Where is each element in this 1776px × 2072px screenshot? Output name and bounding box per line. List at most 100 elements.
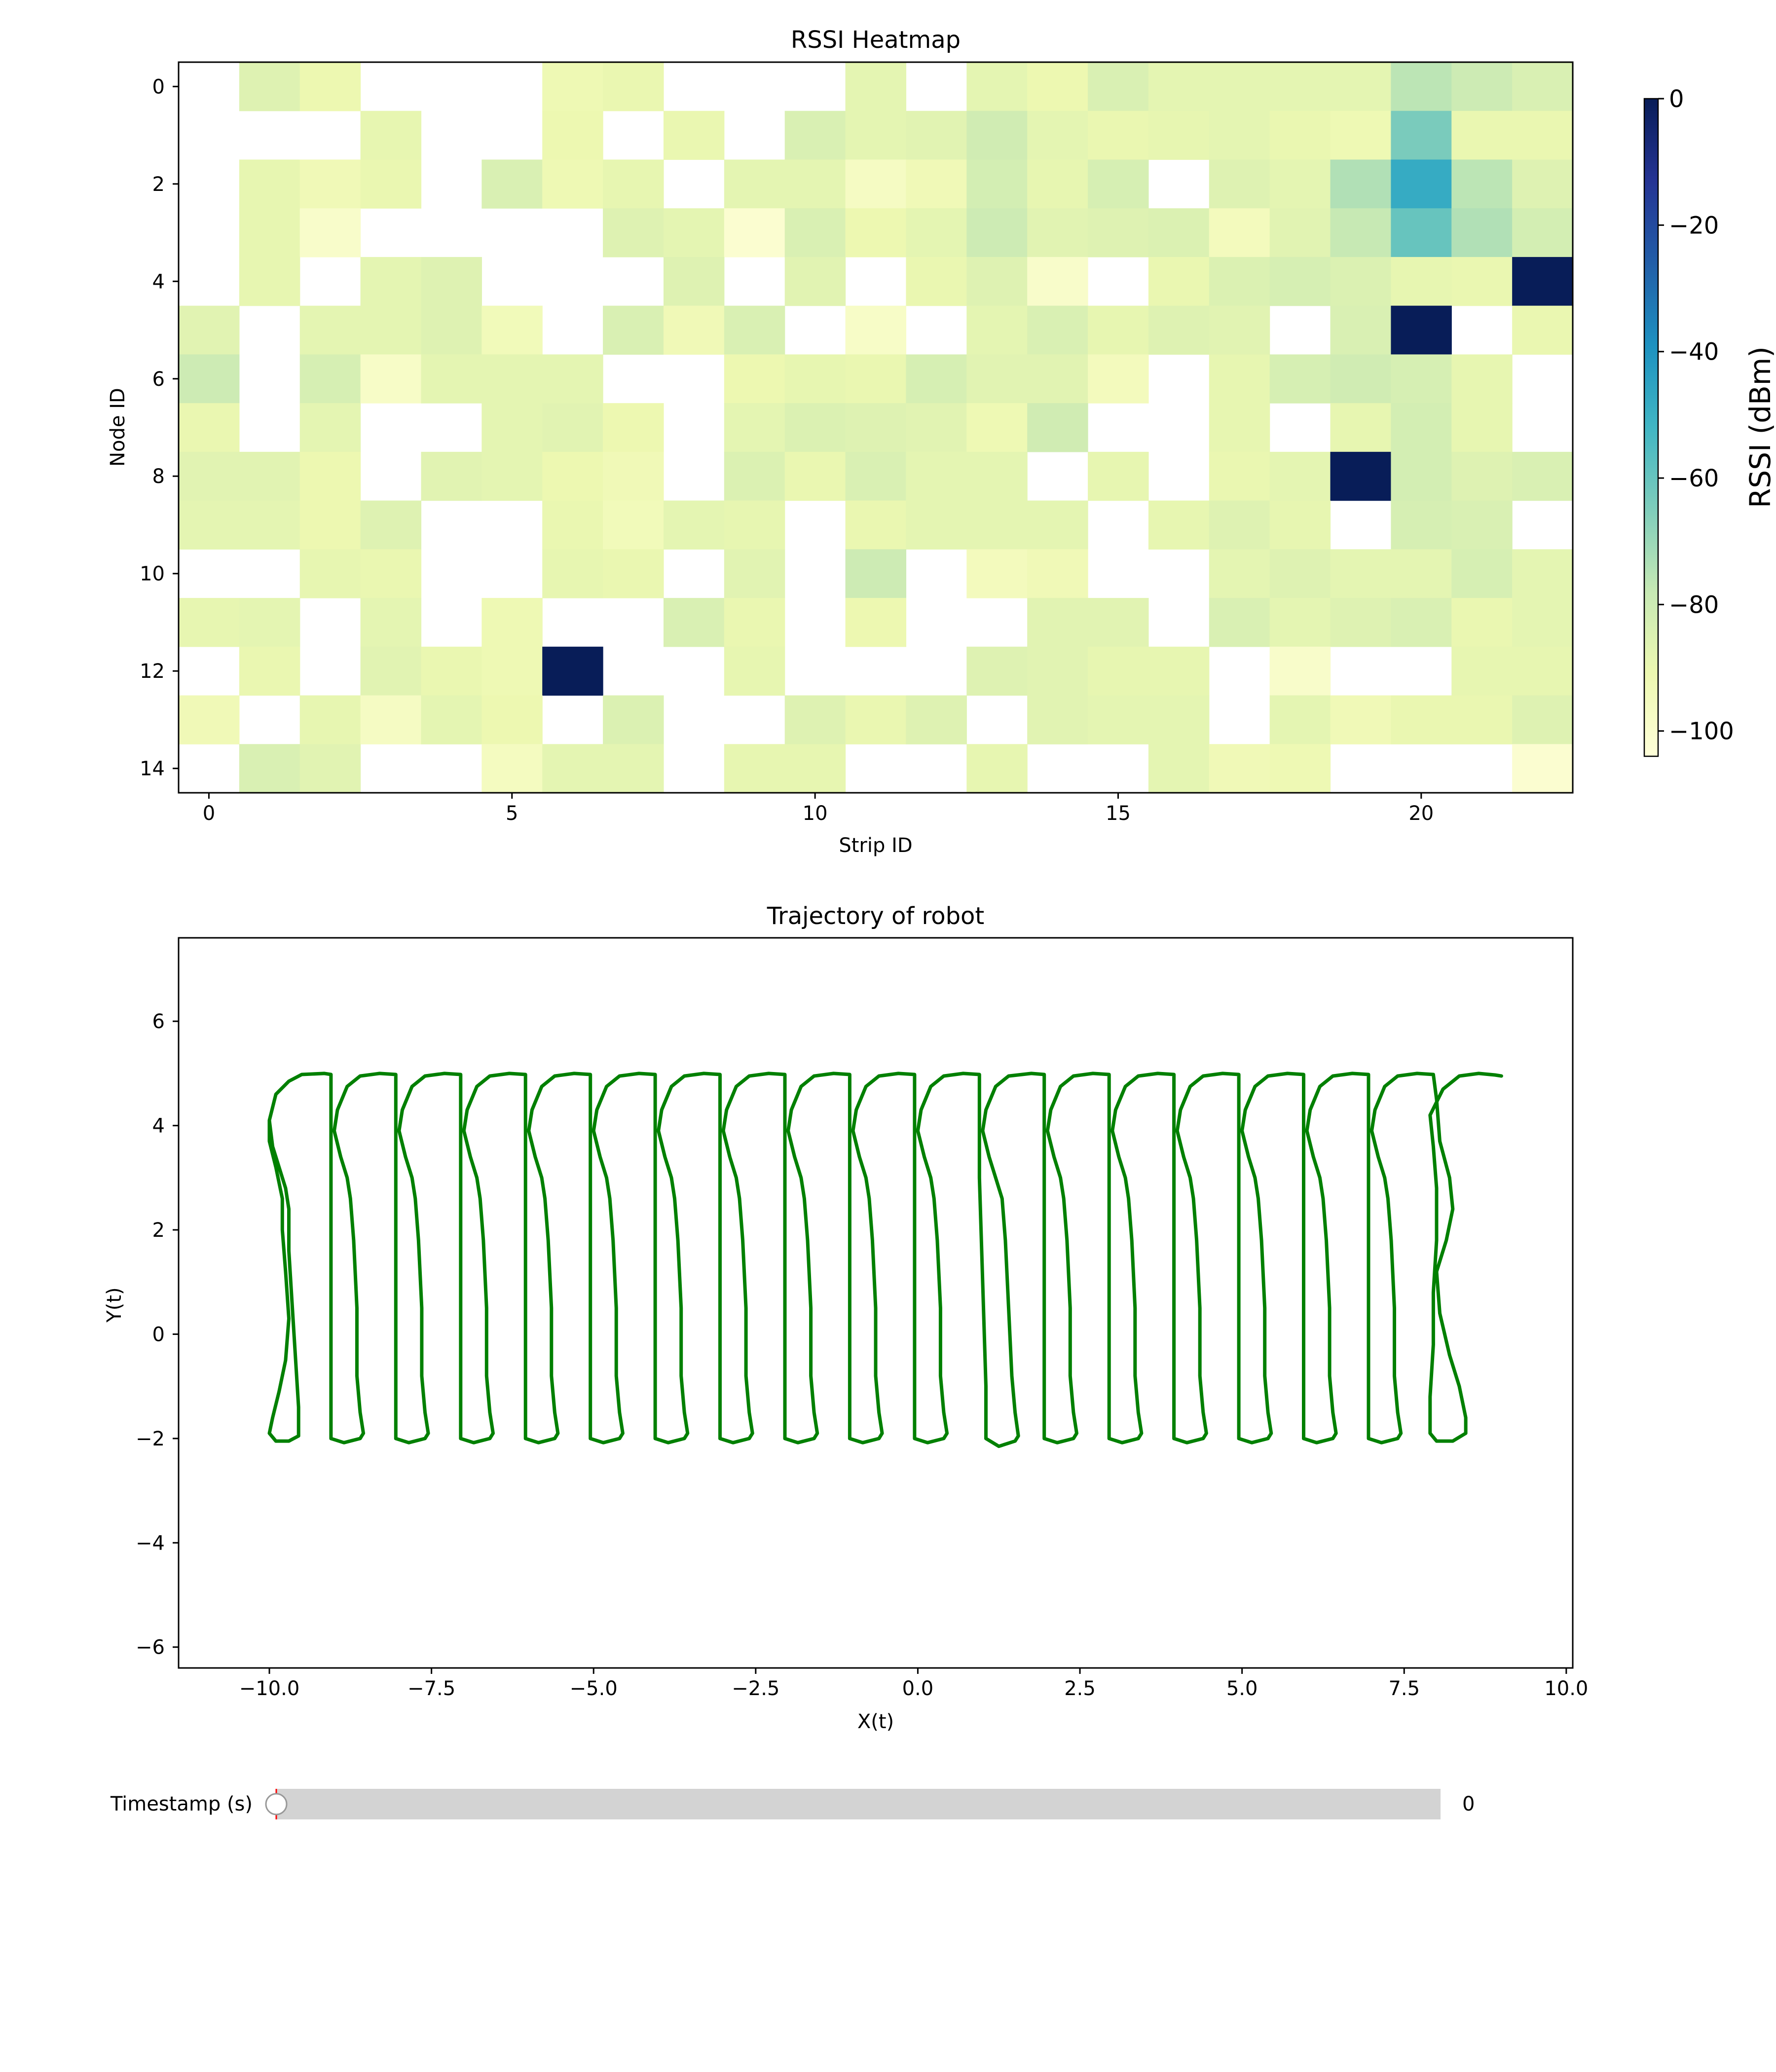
heatmap-cell bbox=[481, 354, 543, 404]
heatmap-cell bbox=[1451, 257, 1513, 306]
trajectory-y-tick-label: −2 bbox=[136, 1428, 165, 1450]
heatmap-cell bbox=[906, 403, 967, 452]
heatmap-cell bbox=[1512, 744, 1573, 793]
heatmap-cell bbox=[360, 111, 422, 160]
trajectory-x-tick-label: 5.0 bbox=[1226, 1677, 1258, 1700]
heatmap-cell bbox=[1088, 305, 1149, 355]
heatmap-cell bbox=[239, 159, 300, 209]
heatmap-cell bbox=[1027, 111, 1088, 160]
heatmap-cell bbox=[1391, 159, 1452, 209]
colorbar-label: RSSI (dBm) bbox=[1743, 346, 1776, 508]
heatmap-cell bbox=[179, 305, 240, 355]
heatmap-cell bbox=[603, 403, 664, 452]
heatmap-cell bbox=[421, 646, 482, 696]
timestamp-slider-track[interactable] bbox=[276, 1789, 1441, 1819]
heatmap-cell bbox=[1330, 159, 1391, 209]
heatmap-cell bbox=[1148, 646, 1210, 696]
heatmap-cell bbox=[1148, 257, 1210, 306]
heatmap-cell bbox=[603, 500, 664, 550]
heatmap-cell bbox=[1391, 111, 1452, 160]
heatmap-cell bbox=[1391, 695, 1452, 744]
heatmap-y-tick-label: 8 bbox=[152, 465, 165, 488]
heatmap-cell bbox=[724, 208, 785, 258]
heatmap-cell bbox=[1209, 62, 1270, 111]
heatmap-cell bbox=[481, 744, 543, 793]
heatmap-cell bbox=[724, 451, 785, 501]
heatmap-y-tick-label: 2 bbox=[152, 173, 165, 196]
heatmap-cell bbox=[1209, 257, 1270, 306]
heatmap-cell bbox=[179, 451, 240, 501]
heatmap-cell bbox=[1512, 451, 1573, 501]
heatmap-cell bbox=[1512, 208, 1573, 258]
heatmap-cell bbox=[724, 598, 785, 647]
heatmap-cell bbox=[1512, 159, 1573, 209]
heatmap-cell bbox=[360, 354, 422, 404]
heatmap-cell bbox=[1391, 208, 1452, 258]
heatmap-cell bbox=[966, 646, 1028, 696]
timestamp-slider-handle[interactable] bbox=[265, 1793, 288, 1815]
heatmap-cell bbox=[1451, 208, 1513, 258]
heatmap-cell bbox=[1027, 208, 1088, 258]
trajectory-x-tick-label: −2.5 bbox=[732, 1677, 779, 1700]
colorbar-tick-label: −40 bbox=[1669, 338, 1719, 366]
heatmap-cell bbox=[481, 695, 543, 744]
heatmap-cell bbox=[542, 451, 603, 501]
heatmap-cell bbox=[1209, 451, 1270, 501]
heatmap-cell bbox=[845, 451, 907, 501]
colorbar-tick-label: −80 bbox=[1669, 591, 1719, 619]
heatmap-x-tick-label: 5 bbox=[506, 802, 518, 825]
heatmap-cell bbox=[1269, 159, 1331, 209]
heatmap-cell bbox=[603, 305, 664, 355]
heatmap-cell bbox=[1269, 500, 1331, 550]
heatmap-cell bbox=[845, 62, 907, 111]
heatmap-cell bbox=[1451, 646, 1513, 696]
heatmap-cell bbox=[1330, 111, 1391, 160]
heatmap-cell bbox=[1451, 695, 1513, 744]
heatmap-cell bbox=[906, 159, 967, 209]
heatmap-cell bbox=[784, 208, 846, 258]
heatmap-cell bbox=[1330, 549, 1391, 598]
colorbar-tick-label: −60 bbox=[1669, 465, 1719, 492]
heatmap-cell bbox=[966, 111, 1028, 160]
heatmap-cell bbox=[1391, 354, 1452, 404]
heatmap-cell bbox=[1027, 257, 1088, 306]
heatmap-cell bbox=[542, 646, 603, 696]
heatmap-cell bbox=[845, 695, 907, 744]
heatmap-cell bbox=[966, 549, 1028, 598]
heatmap-cell bbox=[1088, 208, 1149, 258]
heatmap-cell bbox=[360, 159, 422, 209]
heatmap-cell bbox=[360, 646, 422, 696]
heatmap-cell bbox=[1330, 257, 1391, 306]
timestamp-slider-label: Timestamp (s) bbox=[110, 1793, 253, 1815]
heatmap-y-tick-label: 4 bbox=[152, 270, 165, 293]
heatmap-cell bbox=[906, 695, 967, 744]
heatmap-cell bbox=[1027, 159, 1088, 209]
heatmap-cell bbox=[1269, 646, 1331, 696]
heatmap-cell bbox=[603, 159, 664, 209]
heatmap-x-tick-label: 20 bbox=[1408, 802, 1434, 825]
heatmap-cell bbox=[1269, 111, 1331, 160]
heatmap-cell bbox=[603, 62, 664, 111]
heatmap-cell bbox=[966, 62, 1028, 111]
heatmap-cell bbox=[1512, 305, 1573, 355]
timestamp-slider[interactable]: Timestamp (s) 0 bbox=[110, 1789, 1475, 1819]
trajectory-x-tick-label: −10.0 bbox=[239, 1677, 300, 1700]
heatmap-cell bbox=[724, 646, 785, 696]
heatmap-cell bbox=[360, 695, 422, 744]
heatmap-cell bbox=[663, 598, 725, 647]
heatmap-cell bbox=[1391, 257, 1452, 306]
trajectory-y-axis-label: Y(t) bbox=[103, 1287, 126, 1323]
heatmap-cell bbox=[1512, 111, 1573, 160]
heatmap-y-tick-label: 12 bbox=[140, 660, 165, 683]
heatmap-cell bbox=[663, 305, 725, 355]
heatmap-cell bbox=[1451, 500, 1513, 550]
heatmap-x-tick-label: 10 bbox=[803, 802, 828, 825]
heatmap-cell bbox=[299, 159, 361, 209]
heatmap-cell bbox=[845, 403, 907, 452]
heatmap-cell bbox=[239, 500, 300, 550]
heatmap-cell bbox=[1269, 744, 1331, 793]
heatmap-cell bbox=[1148, 500, 1210, 550]
heatmap-cell bbox=[906, 111, 967, 160]
heatmap-cell bbox=[603, 451, 664, 501]
